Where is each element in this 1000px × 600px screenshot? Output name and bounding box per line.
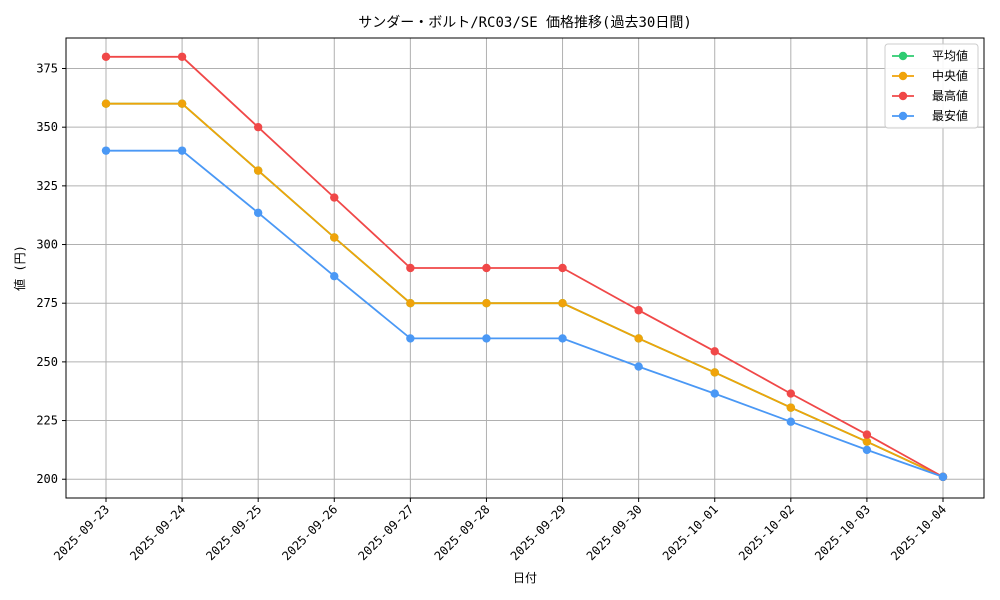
x-tick-label: 2025-10-02 — [736, 502, 797, 563]
y-axis-label: 値 (円) — [12, 245, 27, 291]
series-line — [106, 102, 944, 478]
data-point — [710, 368, 719, 377]
data-point — [634, 306, 643, 315]
data-point — [253, 208, 263, 218]
data-point — [253, 166, 263, 175]
data-point — [786, 389, 796, 398]
legend-marker — [898, 71, 908, 81]
x-tick-label: 2025-10-03 — [812, 502, 873, 563]
data-point — [330, 272, 339, 281]
data-point — [938, 472, 948, 482]
x-tick-label: 2025-10-01 — [660, 502, 721, 563]
legend-label: 最安値 — [932, 108, 968, 123]
data-point — [558, 263, 567, 273]
data-point — [862, 430, 872, 439]
data-point — [482, 299, 491, 308]
x-tick-label: 2025-09-24 — [127, 502, 188, 563]
legend-label: 最高値 — [932, 88, 968, 103]
data-point — [101, 146, 111, 155]
x-tick-label: 2025-09-29 — [508, 502, 569, 563]
data-point — [330, 233, 339, 242]
chart-title: サンダー・ボルト/RC03/SE 価格推移(過去30日間) — [358, 15, 692, 31]
series-line — [106, 55, 944, 478]
x-tick-label: 2025-09-28 — [432, 502, 493, 563]
series-layer — [101, 52, 948, 482]
y-tick-label: 350 — [36, 120, 58, 134]
data-point — [558, 334, 567, 343]
data-point — [634, 362, 643, 371]
y-tick-label: 325 — [36, 179, 58, 193]
data-point — [177, 52, 187, 61]
y-tick-label: 375 — [36, 62, 58, 76]
legend-item: 最安値 — [892, 108, 968, 123]
x-tick-label: 2025-09-25 — [203, 502, 264, 563]
legend-label: 平均値 — [932, 48, 968, 63]
data-point — [862, 445, 872, 455]
data-point — [406, 299, 415, 308]
series-4 — [101, 146, 948, 482]
data-point — [406, 263, 415, 273]
data-point — [177, 146, 187, 155]
data-point — [786, 403, 796, 412]
y-tick-label: 275 — [36, 296, 58, 310]
legend-marker — [898, 91, 908, 101]
data-point — [482, 334, 491, 343]
y-tick-label: 225 — [36, 414, 58, 428]
data-point — [862, 437, 872, 446]
y-tick-label: 200 — [36, 472, 58, 486]
data-point — [786, 417, 796, 426]
x-tick-label: 2025-09-23 — [51, 502, 112, 563]
legend-box — [884, 43, 979, 129]
data-point — [710, 347, 719, 356]
x-tick-label: 2025-09-27 — [355, 502, 416, 563]
plot-frame — [65, 37, 985, 499]
y-tick-label: 300 — [36, 238, 58, 252]
legend-label: 中央値 — [932, 68, 968, 83]
data-point — [406, 334, 415, 343]
data-point — [330, 193, 339, 202]
data-point — [101, 52, 111, 61]
series-line — [106, 149, 944, 478]
data-point — [710, 389, 719, 398]
series-1 — [101, 99, 948, 482]
y-axis: 200 225 250 275 300 325 350 375 — [36, 62, 66, 486]
data-point — [558, 299, 567, 308]
legend-item: 平均値 — [892, 48, 968, 63]
data-point — [177, 99, 187, 108]
series-3 — [101, 52, 948, 482]
series-2 — [101, 99, 948, 482]
legend-marker — [898, 51, 908, 61]
legend-item: 最高値 — [892, 88, 968, 103]
x-tick-label: 2025-09-30 — [584, 502, 645, 563]
data-point — [482, 263, 491, 273]
y-tick-label: 250 — [36, 355, 58, 369]
legend-marker — [898, 111, 908, 121]
x-tick-label: 2025-09-26 — [279, 502, 340, 563]
data-point — [101, 99, 111, 108]
x-tick-label: 2025-10-04 — [888, 502, 949, 563]
data-point — [253, 122, 263, 132]
x-axis: 2025-09-23 2025-09-24 2025-09-25 2025-09-26… — [51, 498, 949, 563]
data-point — [634, 334, 643, 343]
x-axis-label: 日付 — [513, 571, 537, 585]
legend-item: 中央値 — [892, 68, 968, 83]
